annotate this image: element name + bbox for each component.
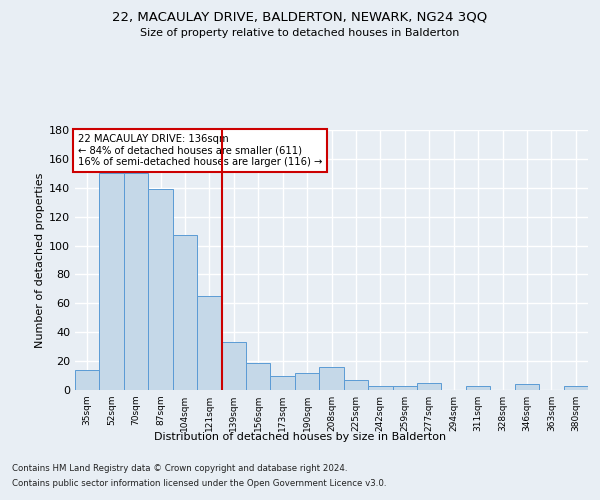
Bar [197,296,221,390]
Bar [271,376,295,390]
Bar [563,386,588,390]
Bar [466,386,490,390]
Bar [246,362,271,390]
Bar [319,367,344,390]
Text: Contains public sector information licensed under the Open Government Licence v3: Contains public sector information licen… [12,479,386,488]
Text: 22 MACAULAY DRIVE: 136sqm
← 84% of detached houses are smaller (611)
16% of semi: 22 MACAULAY DRIVE: 136sqm ← 84% of detac… [77,134,322,167]
Text: Size of property relative to detached houses in Balderton: Size of property relative to detached ho… [140,28,460,38]
Bar [75,370,100,390]
Bar [515,384,539,390]
Text: Distribution of detached houses by size in Balderton: Distribution of detached houses by size … [154,432,446,442]
Bar [124,174,148,390]
Bar [417,383,442,390]
Y-axis label: Number of detached properties: Number of detached properties [35,172,45,348]
Bar [221,342,246,390]
Bar [295,372,319,390]
Bar [100,174,124,390]
Text: 22, MACAULAY DRIVE, BALDERTON, NEWARK, NG24 3QQ: 22, MACAULAY DRIVE, BALDERTON, NEWARK, N… [112,11,488,24]
Bar [344,380,368,390]
Bar [148,189,173,390]
Bar [173,236,197,390]
Bar [368,386,392,390]
Bar [392,386,417,390]
Text: Contains HM Land Registry data © Crown copyright and database right 2024.: Contains HM Land Registry data © Crown c… [12,464,347,473]
